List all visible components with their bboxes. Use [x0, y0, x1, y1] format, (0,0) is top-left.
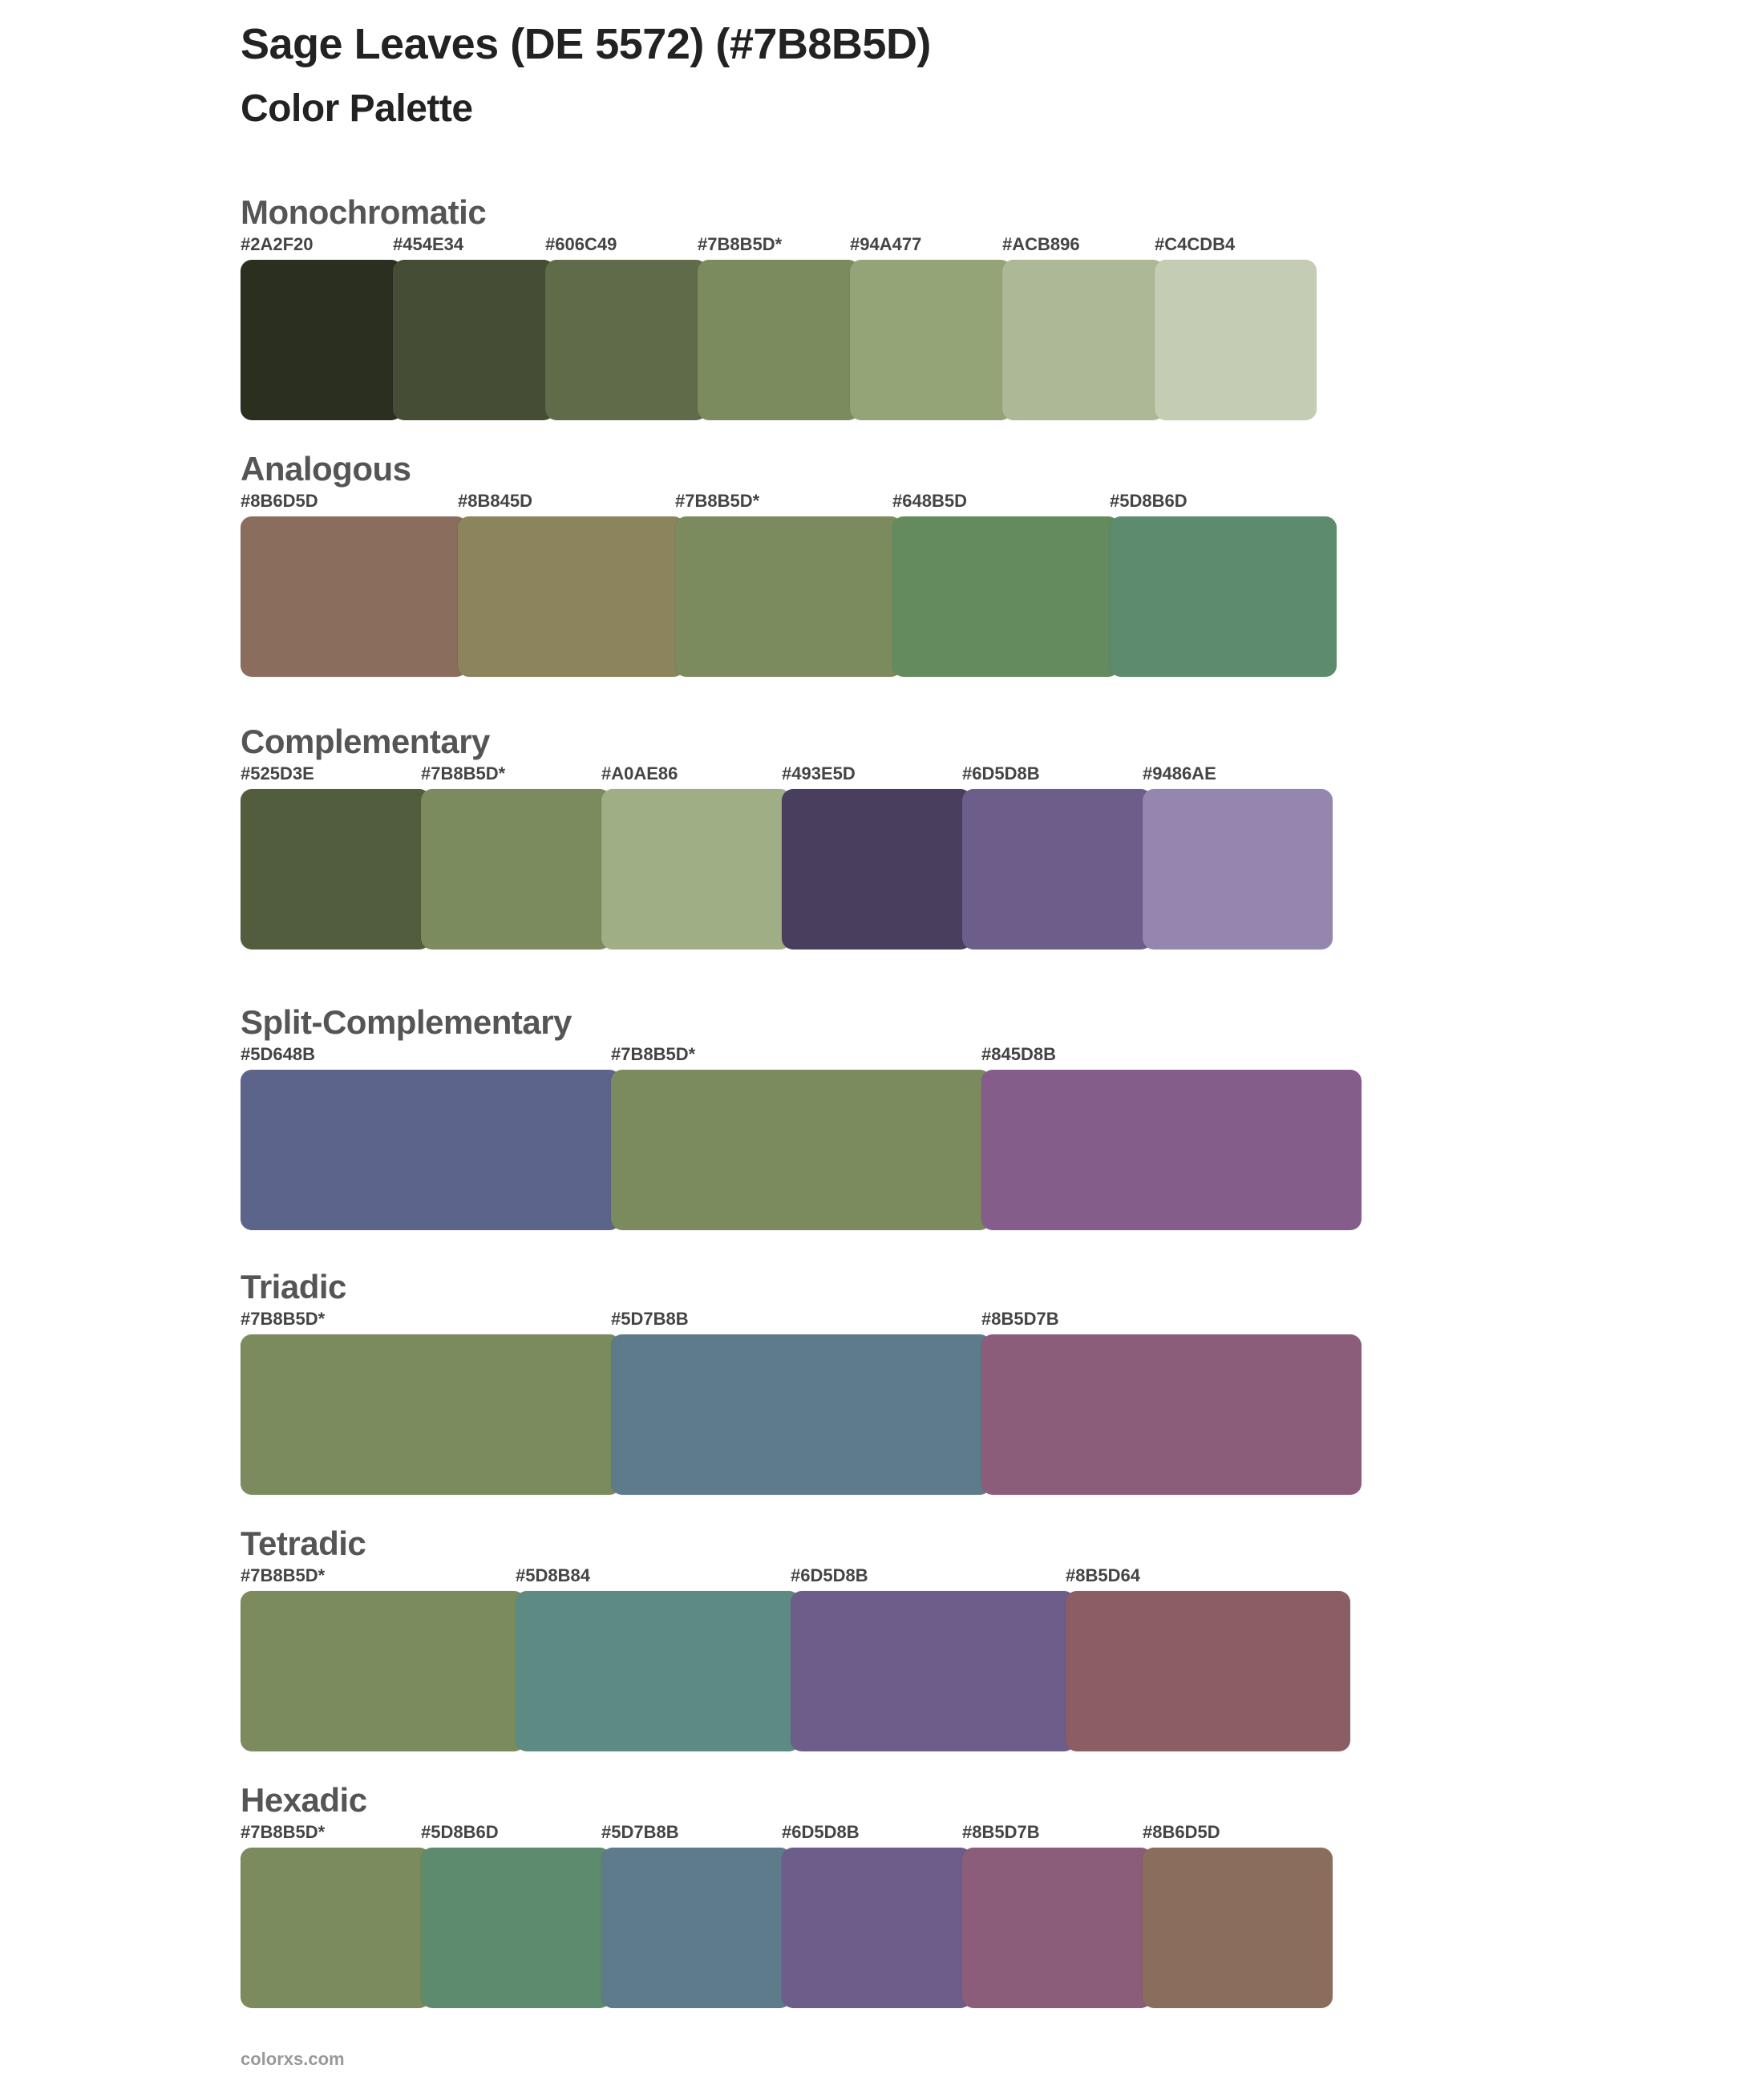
swatch-hex-label: #648B5D: [892, 491, 967, 511]
swatch-color-block[interactable]: [1143, 1848, 1333, 2008]
section-heading: Analogous: [241, 450, 411, 488]
swatch-hex-label: #7B8B5D*: [698, 234, 783, 254]
swatch-hex-label: #5D7B8B: [611, 1309, 689, 1329]
swatch-color-block[interactable]: [892, 516, 1119, 677]
swatch-color-block[interactable]: [241, 1591, 525, 1751]
swatch-row: #5D648B #7B8B5D* #845D8B: [241, 1044, 1361, 1237]
swatch-hex-label: #5D8B84: [516, 1565, 590, 1585]
swatch-color-block[interactable]: [981, 1334, 1361, 1495]
swatch-hex-label: #ACB896: [1002, 234, 1080, 254]
swatch-hex-label: #5D8B6D: [1110, 491, 1187, 511]
footer-brand[interactable]: colorxs.com: [241, 2049, 345, 2069]
swatch-hex-label: #6D5D8B: [791, 1565, 868, 1585]
swatch-hex-label: #6D5D8B: [782, 1822, 860, 1842]
swatch-hex-label: #9486AE: [1143, 763, 1216, 783]
swatch-color-block[interactable]: [545, 260, 707, 420]
swatch-color-block[interactable]: [698, 260, 860, 420]
swatch-color-block[interactable]: [962, 789, 1152, 949]
swatch-color-block[interactable]: [791, 1591, 1075, 1751]
swatch-row: #2A2F20 #454E34 #606C49 #7B8B5D* #94A477 #ACB…: [241, 234, 1317, 427]
swatch-hex-label: #7B8B5D*: [241, 1822, 326, 1842]
section-heading: Split-Complementary: [241, 1003, 572, 1041]
swatch-color-block[interactable]: [601, 789, 791, 949]
swatch-color-block[interactable]: [241, 1848, 431, 2008]
swatch-hex-label: #845D8B: [981, 1044, 1056, 1064]
swatch-hex-label: #5D7B8B: [601, 1822, 679, 1842]
swatch-color-block[interactable]: [1155, 260, 1317, 420]
swatch-hex-label: #7B8B5D*: [675, 491, 760, 511]
swatch-color-block[interactable]: [782, 789, 972, 949]
swatch-row: #8B6D5D #8B845D #7B8B5D* #648B5D #5D8B6D: [241, 491, 1337, 683]
swatch-hex-label: #8B5D64: [1066, 1565, 1140, 1585]
swatch-color-block[interactable]: [516, 1591, 800, 1751]
swatch-color-block[interactable]: [962, 1848, 1152, 2008]
swatch-color-block[interactable]: [601, 1848, 791, 2008]
swatch-hex-label: #6D5D8B: [962, 763, 1040, 783]
swatch-hex-label: #8B5D7B: [962, 1822, 1040, 1842]
section-heading: Tetradic: [241, 1524, 366, 1562]
swatch-hex-label: #8B6D5D: [1143, 1822, 1220, 1842]
swatch-color-block[interactable]: [241, 516, 467, 677]
section-tetradic: Tetradic #7B8B5D* #5D8B84 #6D5D8B #8B5D64: [241, 1522, 1350, 1758]
section-triadic: Triadic #7B8B5D* #5D7B8B #8B5D7B: [241, 1265, 1361, 1501]
swatch-color-block[interactable]: [241, 260, 403, 420]
swatch-hex-label: #454E34: [393, 234, 464, 254]
swatch-color-block[interactable]: [782, 1848, 972, 2008]
swatch-color-block[interactable]: [611, 1334, 991, 1495]
swatch-color-block[interactable]: [241, 789, 431, 949]
swatch-hex-label: #2A2F20: [241, 234, 314, 254]
page-title: Sage Leaves (DE 5572) (#7B8B5D): [241, 20, 931, 68]
swatch-color-block[interactable]: [1066, 1591, 1350, 1751]
section-heading: Hexadic: [241, 1781, 367, 1819]
swatch-color-block[interactable]: [981, 1070, 1361, 1230]
swatch-hex-label: #7B8B5D*: [611, 1044, 696, 1064]
swatch-row: #7B8B5D* #5D8B84 #6D5D8B #8B5D64: [241, 1565, 1350, 1758]
swatch-color-block[interactable]: [611, 1070, 991, 1230]
swatch-hex-label: #493E5D: [782, 763, 856, 783]
page-subtitle: Color Palette: [241, 87, 473, 130]
swatch-color-block[interactable]: [241, 1070, 621, 1230]
section-complementary: Complementary #525D3E #7B8B5D* #A0AE86 #493E…: [241, 720, 1333, 956]
swatch-hex-label: #94A477: [850, 234, 922, 254]
swatch-color-block[interactable]: [675, 516, 902, 677]
swatch-color-block[interactable]: [421, 789, 611, 949]
swatch-color-block[interactable]: [393, 260, 555, 420]
section-heading: Triadic: [241, 1268, 346, 1306]
swatch-hex-label: #7B8B5D*: [241, 1309, 326, 1329]
swatch-hex-label: #606C49: [545, 234, 617, 254]
swatch-hex-label: #8B5D7B: [981, 1309, 1059, 1329]
swatch-hex-label: #5D648B: [241, 1044, 315, 1064]
swatch-row: #525D3E #7B8B5D* #A0AE86 #493E5D #6D5D8B #948…: [241, 763, 1333, 956]
section-analogous: Analogous #8B6D5D #8B845D #7B8B5D* #648B5D #5…: [241, 447, 1337, 683]
swatch-hex-label: #8B845D: [458, 491, 532, 511]
swatch-hex-label: #8B6D5D: [241, 491, 318, 511]
section-monochromatic: Monochromatic #2A2F20 #454E34 #606C49 #7B8B5…: [241, 191, 1317, 427]
swatch-color-block[interactable]: [1002, 260, 1164, 420]
swatch-color-block[interactable]: [241, 1334, 621, 1495]
swatch-color-block[interactable]: [1143, 789, 1333, 949]
swatch-hex-label: #7B8B5D*: [241, 1565, 326, 1585]
section-hexadic: Hexadic #7B8B5D* #5D8B6D #5D7B8B #6D5D8B #8B5…: [241, 1779, 1333, 2014]
swatch-color-block[interactable]: [850, 260, 1012, 420]
section-split-complementary: Split-Complementary #5D648B #7B8B5D* #845D8…: [241, 1001, 1361, 1237]
swatch-hex-label: #525D3E: [241, 763, 314, 783]
swatch-color-block[interactable]: [1110, 516, 1337, 677]
swatch-hex-label: #7B8B5D*: [421, 763, 506, 783]
swatch-row: #7B8B5D* #5D8B6D #5D7B8B #6D5D8B #8B5D7B #8B6…: [241, 1822, 1333, 2014]
swatch-color-block[interactable]: [458, 516, 685, 677]
swatch-color-block[interactable]: [421, 1848, 611, 2008]
swatch-row: #7B8B5D* #5D7B8B #8B5D7B: [241, 1309, 1361, 1501]
swatch-hex-label: #C4CDB4: [1155, 234, 1236, 254]
section-heading: Complementary: [241, 723, 490, 760]
section-heading: Monochromatic: [241, 193, 487, 231]
swatch-hex-label: #5D8B6D: [421, 1822, 499, 1842]
swatch-hex-label: #A0AE86: [601, 763, 678, 783]
